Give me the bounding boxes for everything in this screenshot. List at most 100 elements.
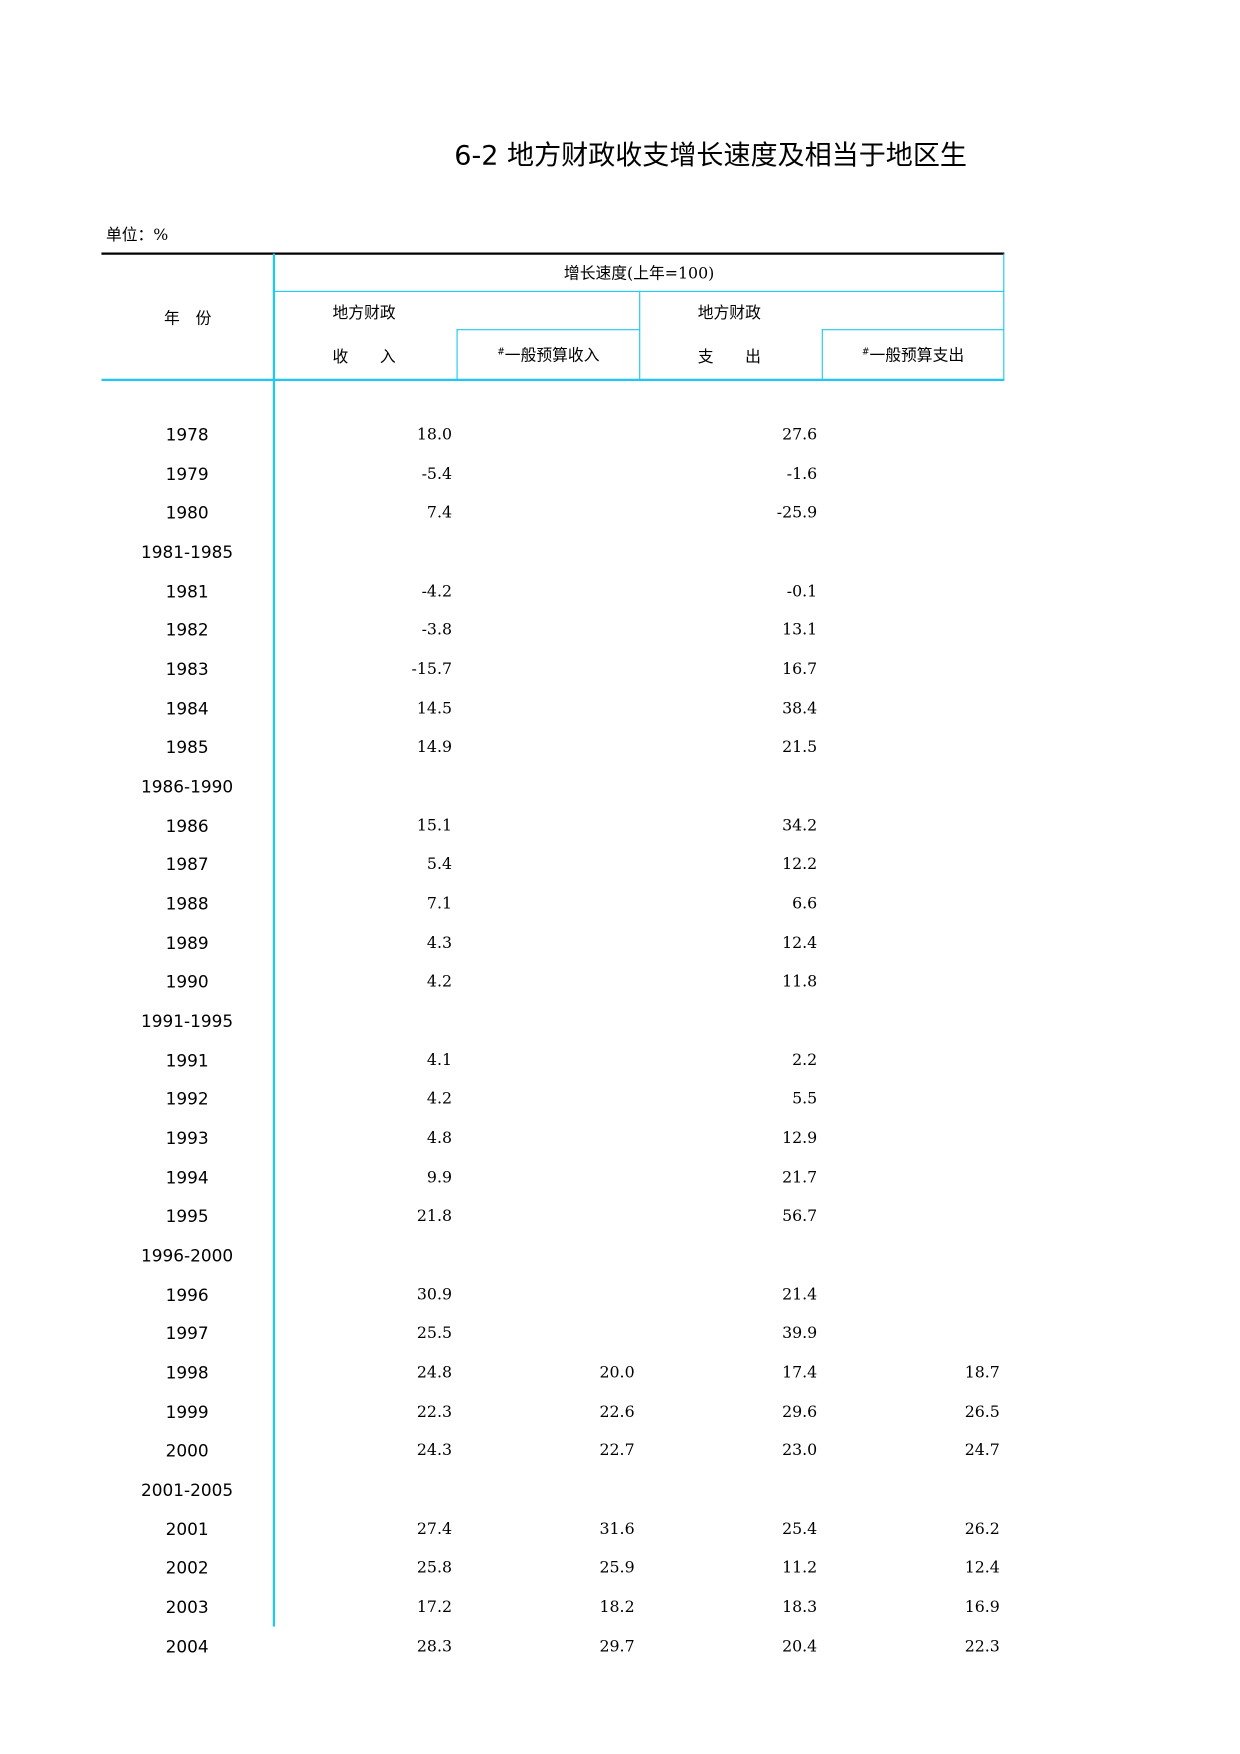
value-cell: 17.2: [416, 1598, 453, 1617]
value-cell: 11.8: [782, 973, 818, 992]
title: 6-2 地方财政收支增长速度及相当于地区生: [454, 139, 967, 172]
header-expenditure: 地方财政: [697, 304, 761, 323]
value-cell: -4.2: [421, 582, 453, 601]
value-cell: 20.0: [599, 1363, 635, 1382]
value-cell: 6.6: [792, 894, 818, 914]
value-cell: 12.4: [782, 934, 818, 953]
year-cell: 1980: [165, 503, 209, 524]
value-cell: 27.4: [416, 1520, 453, 1539]
year-cell: 2004: [165, 1636, 209, 1657]
year-cell: 1981: [165, 581, 209, 602]
value-cell: 16.9: [964, 1598, 1000, 1617]
year-cell: 1987: [165, 854, 209, 876]
year-cell: 1979: [165, 464, 209, 485]
year-cell: 2000: [165, 1440, 209, 1462]
value-cell: 23.0: [782, 1442, 818, 1461]
value-cell: 24.8: [416, 1363, 453, 1382]
header-revenue: 收 入: [332, 348, 396, 367]
year-cell: 1991: [165, 1050, 209, 1071]
value-cell: 28.3: [416, 1637, 453, 1656]
year-cell: 1994: [165, 1167, 209, 1188]
value-cell: 34.2: [782, 816, 818, 835]
value-cell: 20.4: [782, 1637, 818, 1656]
value-cell: 26.2: [964, 1520, 1000, 1539]
value-cell: -0.1: [786, 582, 818, 601]
value-cell: 21.7: [782, 1168, 818, 1187]
year-cell: 1990: [165, 972, 209, 993]
value-cell: 24.3: [416, 1442, 453, 1461]
year-cell: 1984: [165, 698, 209, 719]
value-cell: 7.1: [426, 894, 453, 914]
value-cell: 12.2: [782, 855, 818, 874]
title-box: 6-2 地方财政收支增长速度及相当于地区生: [454, 133, 1004, 172]
value-cell: 16.7: [782, 660, 818, 679]
value-cell: 22.6: [599, 1402, 635, 1422]
year-cell: 2001: [165, 1519, 209, 1540]
value-cell: -15.7: [411, 660, 453, 679]
value-cell: 26.5: [964, 1402, 1000, 1422]
year-cell: 1992: [165, 1089, 209, 1110]
value-cell: 15.1: [416, 816, 453, 835]
right-border: [1003, 253, 1005, 380]
header-expenditure: 支 出: [697, 348, 761, 367]
value-cell: 12.9: [782, 1129, 818, 1148]
value-cell: 4.2: [426, 973, 453, 992]
value-cell: -25.9: [776, 504, 818, 523]
year-cell: 1986: [165, 815, 209, 836]
year-cell: 2001-2005: [141, 1480, 234, 1501]
value-cell: 18.0: [416, 426, 453, 445]
year-cell: 1978: [165, 424, 209, 446]
value-cell: 21.4: [782, 1285, 818, 1304]
value-cell: 21.5: [782, 738, 818, 757]
value-cell: 14.9: [416, 738, 453, 757]
value-cell: 14.5: [416, 699, 453, 718]
value-cell: 18.3: [782, 1598, 818, 1617]
header-group: 增长速度(上年=100): [563, 264, 715, 283]
value-cell: 13.1: [782, 621, 818, 640]
year-cell: 1996: [165, 1284, 209, 1305]
year-cell: 2002: [165, 1558, 209, 1579]
header-year: 年 份: [164, 309, 212, 329]
year-cell: 1991-1995: [141, 1011, 234, 1032]
value-cell: 22.3: [416, 1402, 453, 1422]
year-cell: 1993: [165, 1128, 209, 1149]
unit: 单位：%: [105, 226, 169, 245]
value-cell: 56.7: [782, 1207, 818, 1226]
value-cell: 9.9: [426, 1168, 453, 1187]
sub-rule: [456, 329, 641, 331]
sub-rule: [821, 329, 1005, 331]
value-cell: 21.8: [416, 1207, 453, 1226]
value-cell: 7.4: [426, 504, 453, 523]
value-cell: -3.8: [421, 621, 453, 640]
value-cell: 4.8: [426, 1129, 453, 1148]
value-cell: 17.4: [782, 1363, 818, 1382]
header-expenditure-general: #一般预算支出: [822, 344, 1005, 367]
sub-divider: [821, 329, 823, 380]
value-cell: 12.4: [964, 1559, 1000, 1578]
year-cell: 1989: [165, 932, 209, 954]
value-cell: 29.6: [782, 1402, 818, 1422]
value-cell: 4.1: [426, 1051, 453, 1070]
value-cell: 39.9: [782, 1324, 818, 1343]
top-rule: [101, 252, 1005, 255]
value-cell: 38.4: [782, 699, 818, 718]
header-revenue-general: #一般预算收入: [457, 344, 641, 367]
value-cell: 18.7: [964, 1363, 1000, 1382]
year-cell: 1983: [165, 659, 209, 680]
year-cell: 1998: [165, 1362, 209, 1384]
year-cell: 1996-2000: [141, 1245, 234, 1266]
year-cell: 1986-1990: [141, 776, 234, 797]
value-cell: 4.2: [426, 1090, 453, 1109]
year-cell: 1988: [165, 893, 209, 915]
year-cell: 1985: [165, 737, 209, 758]
year-cell: 1997: [165, 1323, 209, 1344]
value-cell: 4.3: [426, 934, 453, 953]
value-cell: 29.7: [599, 1637, 635, 1656]
year-cell: 1999: [165, 1401, 209, 1423]
value-cell: 25.4: [782, 1520, 818, 1539]
value-cell: 30.9: [416, 1285, 453, 1304]
value-cell: 18.2: [599, 1598, 635, 1617]
year-cell: 1981-1985: [141, 542, 234, 563]
value-cell: 22.7: [599, 1442, 635, 1461]
